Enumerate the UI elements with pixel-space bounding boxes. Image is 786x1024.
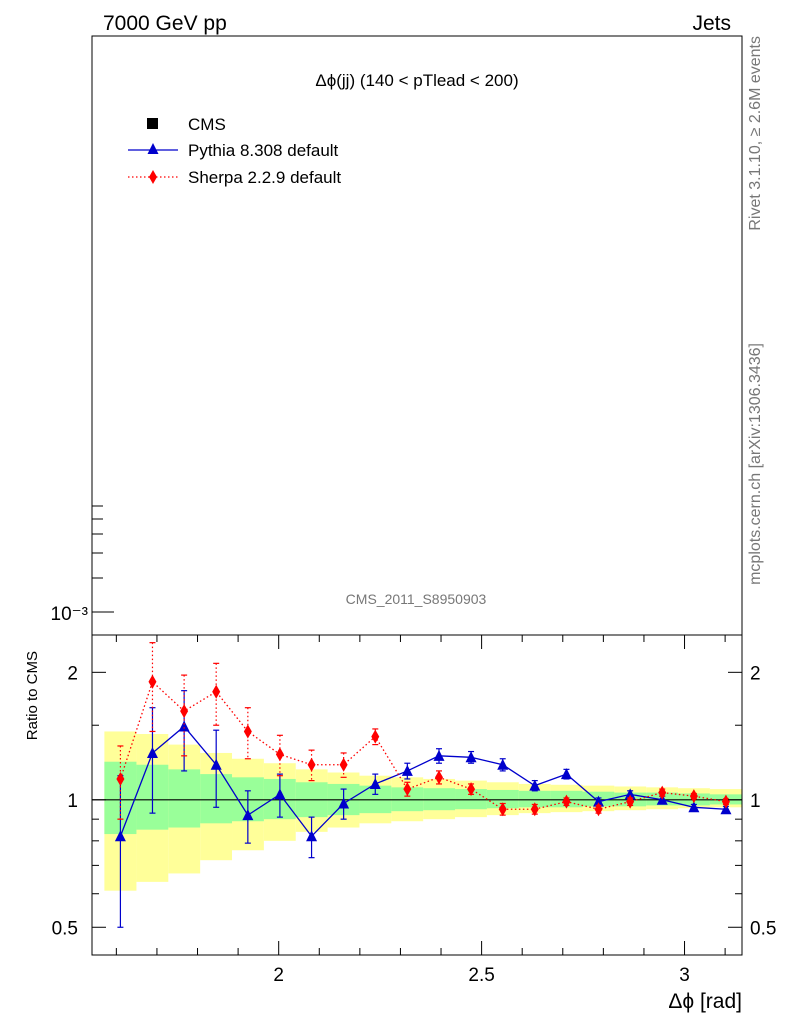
point-pythia	[497, 758, 509, 770]
band-green-bin	[168, 769, 201, 828]
point-sherpa	[403, 782, 412, 797]
series-line-pythia	[119, 725, 726, 838]
legend-label-pythia: Pythia 8.308 default	[188, 141, 339, 160]
legend-label-sherpa: Sherpa 2.2.9 default	[188, 168, 341, 187]
point-sherpa	[530, 802, 539, 817]
point-sherpa	[339, 757, 348, 772]
point-sherpa	[212, 684, 221, 699]
point-pythia	[242, 809, 254, 821]
point-pythia	[369, 777, 381, 789]
point-pythia	[465, 751, 477, 763]
point-sherpa	[180, 704, 189, 719]
xtick-label: 2.5	[468, 965, 494, 986]
point-pythia	[720, 803, 732, 815]
point-sherpa	[467, 782, 476, 797]
point-pythia	[433, 749, 445, 761]
header-right: Jets	[692, 12, 731, 35]
ytick-label-right: 0.5	[750, 918, 776, 939]
series-line-sherpa	[119, 680, 727, 810]
point-sherpa	[562, 794, 571, 809]
point-pythia	[529, 779, 541, 791]
point-sherpa	[116, 771, 125, 786]
point-sherpa	[498, 802, 507, 817]
watermark: CMS_2011_S8950903	[346, 591, 487, 607]
point-pythia	[624, 788, 636, 800]
ratio-axes: 2 2.5 3 0.5 0.5 1 1 2 2	[52, 635, 776, 986]
point-sherpa	[371, 729, 380, 744]
ratio-bands	[104, 731, 742, 891]
ratio-xlabel: Δϕ [rad]	[668, 990, 742, 1013]
point-sherpa	[689, 789, 698, 804]
point-sherpa	[721, 794, 730, 809]
point-sherpa	[594, 802, 603, 817]
header-left: 7000 GeV pp	[103, 12, 227, 35]
point-pythia	[401, 764, 413, 776]
main-ytick-label: 10⁻³	[51, 604, 89, 625]
legend-marker-cms	[147, 118, 158, 129]
legend-label-cms: CMS	[188, 115, 226, 134]
point-pythia	[178, 720, 190, 732]
ytick-label-left: 1	[67, 791, 78, 812]
point-pythia	[688, 801, 700, 813]
point-pythia	[114, 830, 126, 842]
xtick-label: 3	[679, 965, 690, 986]
band-green-bin	[455, 789, 487, 810]
point-sherpa	[275, 747, 284, 762]
point-sherpa	[148, 674, 157, 689]
ytick-label-right: 1	[750, 791, 761, 812]
legend: CMS Pythia 8.308 default Sherpa 2.2.9 de…	[128, 115, 341, 187]
main-title: Δϕ(jj) (140 < pTlead < 200)	[315, 71, 518, 90]
point-pythia	[274, 788, 286, 800]
ratio-frame	[91, 634, 743, 956]
point-pythia	[306, 830, 318, 842]
ratio-series	[114, 642, 732, 928]
band-green-bin	[518, 790, 551, 808]
ytick-label-right: 2	[750, 663, 761, 684]
point-sherpa	[434, 770, 443, 785]
xtick-label: 2	[273, 965, 284, 986]
point-pythia	[338, 797, 350, 809]
legend-marker-sherpa	[149, 170, 157, 184]
mcplots-label: mcplots.cern.ch [arXiv:1306.3436]	[747, 343, 764, 585]
point-sherpa	[626, 794, 635, 809]
ytick-label-left: 0.5	[52, 918, 78, 939]
legend-marker-pythia	[147, 143, 159, 154]
point-pythia	[210, 758, 222, 770]
point-sherpa	[658, 785, 667, 800]
rivet-label: Rivet 3.1.10, ≥ 2.6M events	[747, 36, 764, 231]
ytick-label-left: 2	[67, 663, 78, 684]
point-pythia	[146, 746, 158, 758]
point-pythia	[592, 795, 604, 807]
main-panel: Δϕ(jj) (140 < pTlead < 200) CMS_2011_S89…	[51, 35, 743, 636]
point-pythia	[560, 768, 572, 780]
point-sherpa	[243, 724, 252, 739]
ratio-ylabel: Ratio to CMS	[24, 651, 41, 740]
band-green-bin	[486, 789, 519, 809]
main-y-ticks	[92, 505, 114, 613]
point-sherpa	[307, 757, 316, 772]
ratio-panel: 2 2.5 3 0.5 0.5 1 1 2 2 Ratio to CMS Δϕ [rad]	[24, 634, 776, 1013]
